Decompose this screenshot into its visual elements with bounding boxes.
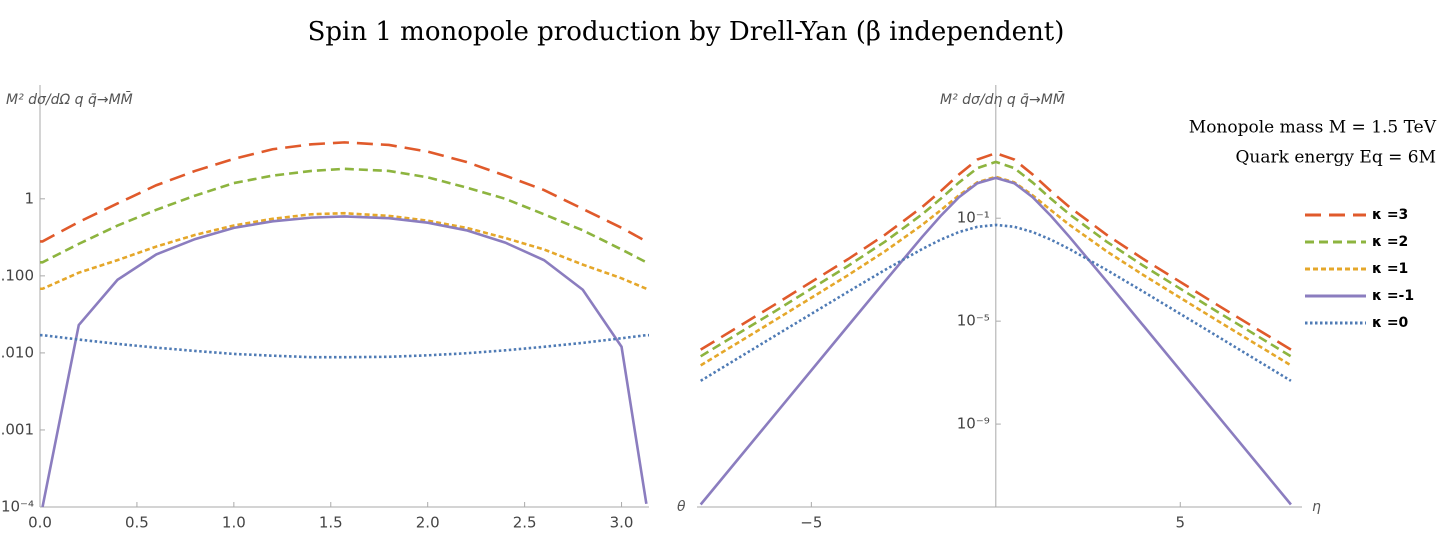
origin-label: θ xyxy=(677,499,686,515)
legend-label: κ =3 xyxy=(1372,207,1408,223)
y-tick-label: 0.100 xyxy=(0,266,34,284)
y-tick-label: 10⁻⁴ xyxy=(1,498,34,516)
y-tick-label: 1 xyxy=(24,189,34,207)
y-axis-label: M² dσ/dΩ q q̄→MM̄ xyxy=(6,90,133,108)
legend-label: κ =1 xyxy=(1372,261,1408,277)
x-tick-label: −5 xyxy=(800,514,822,532)
y-tick-label: 10⁻¹ xyxy=(957,209,990,227)
y-axis-label: M² dσ/dη q q̄→MM̄ xyxy=(940,90,1065,108)
legend-label: κ =2 xyxy=(1372,234,1408,250)
x-tick-label: 1.5 xyxy=(319,514,343,532)
series-line xyxy=(700,223,1292,382)
x-tick-label: 2.0 xyxy=(416,514,440,532)
annotation: Monopole mass M = 1.5 TeV xyxy=(1189,118,1437,138)
series-line xyxy=(700,160,1292,358)
x-tick-label: 2.5 xyxy=(513,514,537,532)
series-line xyxy=(700,151,1292,351)
series-line xyxy=(40,333,649,359)
x-tick-label: 3.0 xyxy=(610,514,634,532)
series-line xyxy=(40,167,649,264)
x-tick-label: 0.0 xyxy=(28,514,52,532)
figure-title: Spin 1 monopole production by Drell-Yan … xyxy=(308,17,1065,47)
legend-label: κ =-1 xyxy=(1372,288,1414,304)
series-line xyxy=(40,211,649,291)
y-tick-label: 0.001 xyxy=(0,420,34,438)
legend-label: κ =0 xyxy=(1372,315,1409,331)
x-tick-label: 1.0 xyxy=(222,514,246,532)
y-tick-label: 0.010 xyxy=(0,343,34,361)
x-tick-label: 0.5 xyxy=(125,514,149,532)
series-line xyxy=(40,141,649,243)
y-tick-label: 10⁻⁵ xyxy=(957,312,990,330)
x-axis-label: η xyxy=(1312,499,1321,515)
y-tick-label: 10⁻⁹ xyxy=(957,415,990,433)
annotation: Quark energy Eq = 6M xyxy=(1235,148,1436,168)
series-line xyxy=(41,215,648,508)
x-tick-label: 5 xyxy=(1175,514,1185,532)
series-line xyxy=(700,175,1292,367)
series-line xyxy=(699,176,1292,506)
